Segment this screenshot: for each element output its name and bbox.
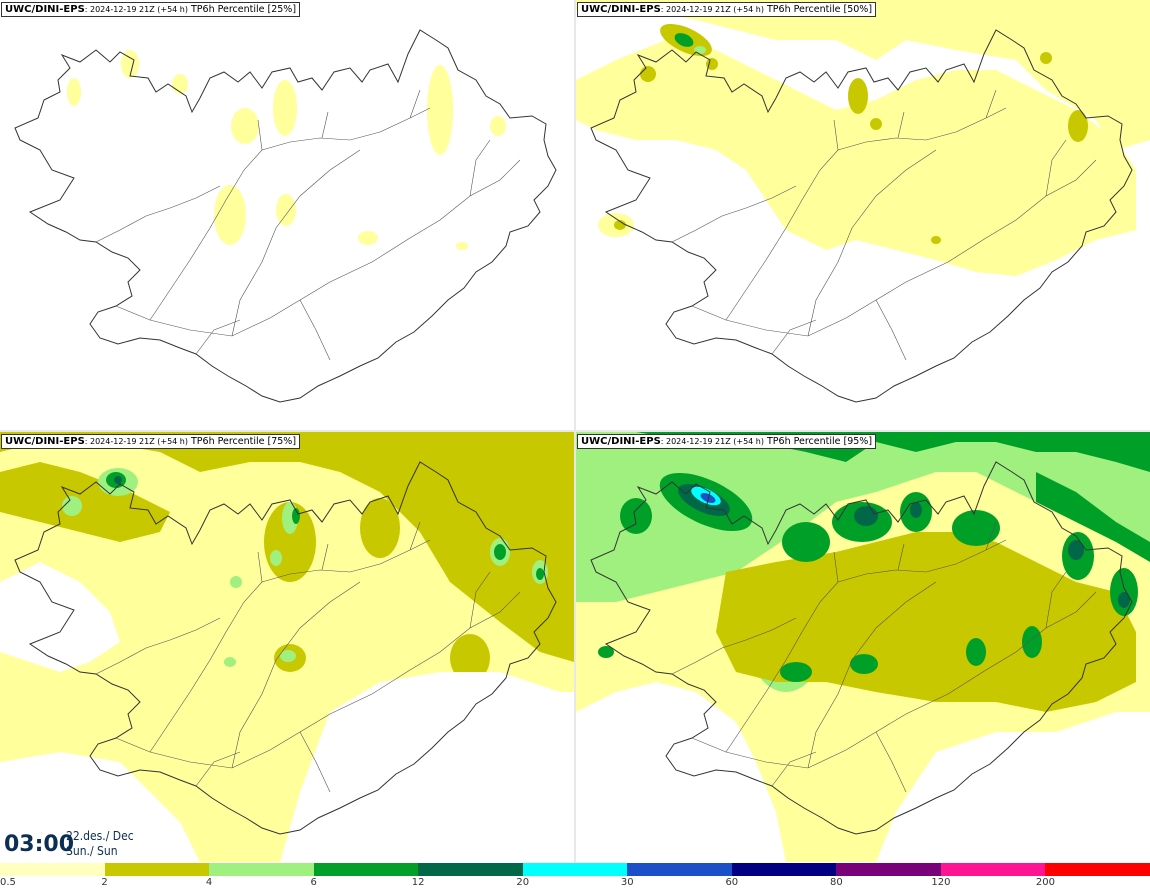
- model-name: UWC/DINI-EPS: [5, 436, 85, 447]
- panel-title: UWC/DINI-EPS: 2024-12-19 21Z (+54 h) TP6…: [1, 434, 301, 449]
- legend-label: 80: [829, 877, 843, 888]
- panel-title: UWC/DINI-EPS: 2024-12-19 21Z (+54 h) TP6…: [577, 2, 877, 17]
- panel-title: UWC/DINI-EPS: 2024-12-19 21Z (+54 h) TP6…: [1, 2, 301, 17]
- variable-label: TP6h Percentile [75%]: [187, 436, 297, 447]
- precip-map-50: [576, 0, 1150, 403]
- valid-time-box: 03:00 22.des./ Dec Sun./ Sun: [0, 826, 140, 862]
- map-panel-50: UWC/DINI-EPS: 2024-12-19 21Z (+54 h) TP6…: [576, 0, 1150, 430]
- model-name: UWC/DINI-EPS: [5, 4, 85, 15]
- legend-label: 6: [310, 877, 317, 888]
- legend-colorbar: [0, 863, 1150, 876]
- legend-swatch: [1045, 863, 1150, 876]
- legend-swatch: [940, 863, 1046, 876]
- legend-swatch: [104, 863, 210, 876]
- legend-label: 20: [516, 877, 530, 888]
- run-time: : 2024-12-19 21Z (+54 h): [84, 437, 188, 446]
- variable-label: TP6h Percentile [50%]: [763, 4, 873, 15]
- panel-title: UWC/DINI-EPS: 2024-12-19 21Z (+54 h) TP6…: [577, 434, 877, 449]
- map-panel-75: UWC/DINI-EPS: 2024-12-19 21Z (+54 h) TP6…: [0, 432, 574, 862]
- legend-swatch: [836, 863, 942, 876]
- variable-label: TP6h Percentile [25%]: [187, 4, 297, 15]
- color-legend: 0.5 2 4 6 12 20 30 60 80 120 200: [0, 862, 1150, 891]
- legend-label: 4: [205, 877, 213, 888]
- precip-map-95: [576, 432, 1150, 862]
- legend-swatch: [731, 863, 837, 876]
- precip-map-25: [14, 29, 557, 403]
- run-time: : 2024-12-19 21Z (+54 h): [660, 5, 764, 14]
- run-time: : 2024-12-19 21Z (+54 h): [84, 5, 188, 14]
- valid-date-line2: Sun./ Sun: [66, 844, 118, 858]
- panel-divider-horizontal: [0, 430, 1150, 432]
- legend-label: 12: [411, 877, 425, 888]
- legend-label: 200: [1035, 877, 1055, 888]
- legend-label: 120: [931, 877, 951, 888]
- variable-label: TP6h Percentile [95%]: [763, 436, 873, 447]
- model-name: UWC/DINI-EPS: [581, 436, 661, 447]
- run-time: : 2024-12-19 21Z (+54 h): [660, 437, 764, 446]
- map-panel-25: UWC/DINI-EPS: 2024-12-19 21Z (+54 h) TP6…: [0, 0, 574, 430]
- legend-swatch: [418, 863, 524, 876]
- model-name: UWC/DINI-EPS: [581, 4, 661, 15]
- legend-swatch: [627, 863, 733, 876]
- legend-swatch: [522, 863, 628, 876]
- legend-swatch: [313, 863, 419, 876]
- valid-date-line1: 22.des./ Dec: [66, 829, 134, 843]
- valid-time: 03:00: [4, 832, 75, 857]
- precip-map-75: [0, 432, 574, 862]
- legend-label: 2: [101, 877, 108, 888]
- legend-label: 30: [620, 877, 634, 888]
- legend-swatch: [209, 863, 315, 876]
- map-panel-95: UWC/DINI-EPS: 2024-12-19 21Z (+54 h) TP6…: [576, 432, 1150, 862]
- legend-label: 0.5: [0, 877, 16, 888]
- legend-label: 60: [725, 877, 739, 888]
- legend-swatch: [0, 863, 106, 876]
- valid-date: 22.des./ Dec Sun./ Sun: [66, 829, 134, 859]
